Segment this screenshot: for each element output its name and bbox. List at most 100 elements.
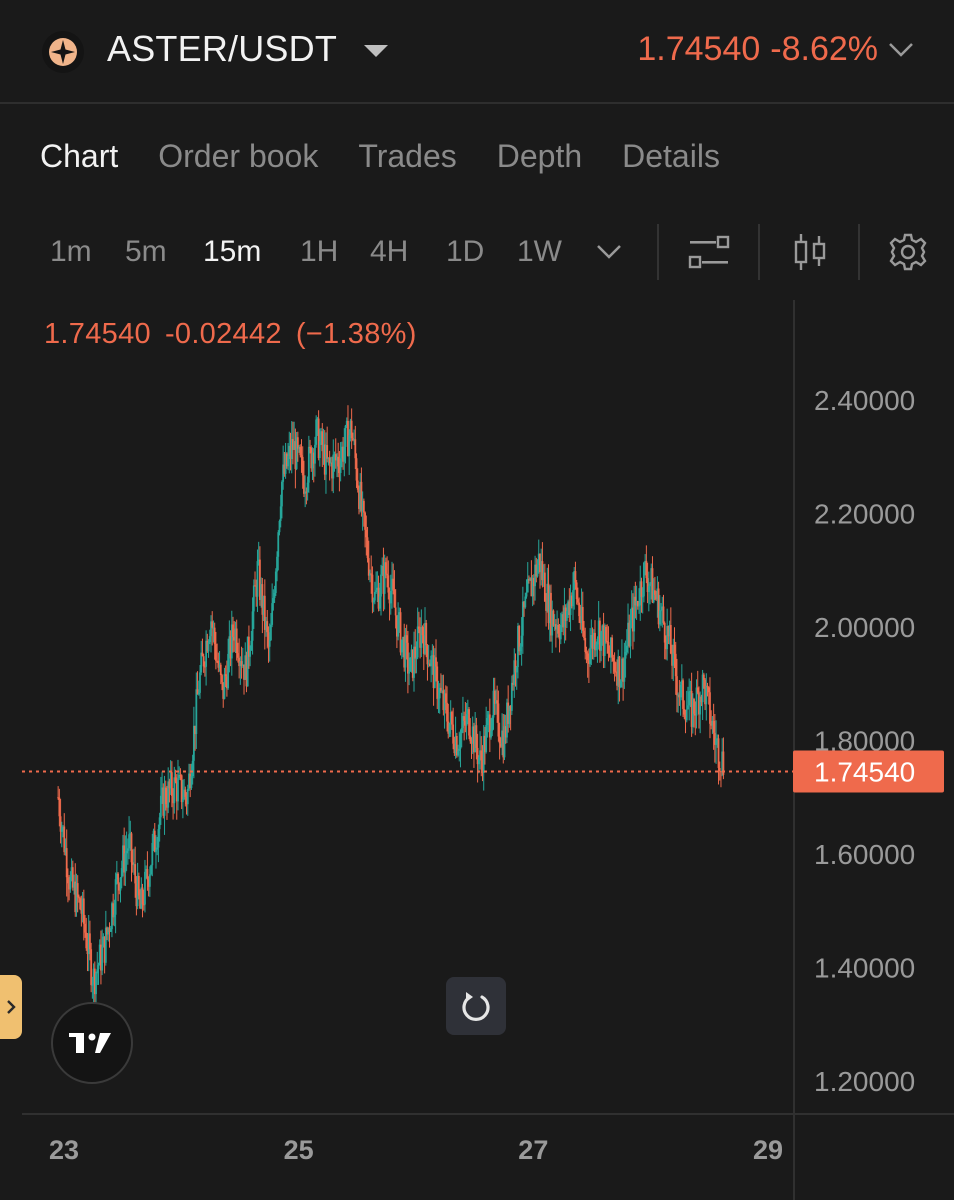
candle-body — [60, 827, 63, 832]
candle-body — [476, 747, 479, 765]
candle-body — [365, 529, 368, 538]
candle-body — [487, 714, 490, 719]
chevron-down-icon[interactable] — [888, 42, 914, 58]
candle-body — [145, 869, 148, 872]
candle-body — [474, 725, 477, 753]
candle-body — [169, 772, 172, 789]
candle-body — [133, 864, 135, 866]
candle-body — [715, 738, 717, 745]
pair-selector[interactable]: ASTER/USDT — [107, 28, 338, 69]
main-tabs: Chart Order book Trades Depth Details — [40, 138, 720, 182]
reset-chart-button[interactable] — [446, 977, 506, 1035]
candle-body — [225, 676, 228, 689]
candle-body — [71, 867, 74, 888]
candle-body — [587, 660, 590, 664]
candle-body — [164, 787, 167, 805]
candle-body — [406, 642, 409, 674]
tab-trades[interactable]: Trades — [358, 138, 457, 174]
candle-body — [576, 599, 579, 603]
candle-body — [70, 867, 73, 877]
indicators-icon[interactable] — [688, 234, 730, 270]
candle-body — [408, 671, 411, 674]
candle-body — [397, 614, 400, 637]
candle-body — [624, 652, 627, 659]
candle-body — [448, 722, 451, 734]
candle-body — [656, 588, 659, 600]
candle-body — [393, 589, 396, 608]
timeframe-4h[interactable]: 4H — [370, 235, 409, 268]
candle-body — [413, 646, 415, 678]
candle-body — [513, 660, 516, 685]
candlestick-chart[interactable]: 2.400002.200002.000001.800001.600001.400… — [0, 300, 954, 1200]
candle-body — [627, 622, 629, 646]
candle-body — [87, 933, 90, 955]
candle-body — [621, 658, 623, 682]
candle-body — [402, 637, 404, 640]
candle-body — [148, 874, 151, 887]
candle-body — [347, 420, 349, 457]
candle-body — [274, 571, 277, 593]
candle-body — [388, 592, 391, 604]
candle-body — [367, 558, 370, 576]
candle-body — [552, 610, 555, 626]
candle-body — [684, 714, 687, 721]
candle-body — [652, 590, 655, 603]
candle-body — [446, 702, 448, 722]
candle-body — [140, 887, 143, 909]
candle-body — [400, 639, 403, 653]
candle-body — [189, 773, 192, 788]
candle-body — [433, 657, 436, 689]
candle-body — [364, 512, 366, 530]
candle-body — [285, 453, 288, 467]
candle-body — [266, 621, 269, 633]
candle-body — [585, 652, 588, 654]
candle-body — [186, 789, 189, 805]
candle-body — [680, 680, 683, 685]
candle-body — [597, 620, 600, 639]
chevron-down-icon[interactable] — [596, 244, 622, 260]
candle-body — [142, 904, 145, 906]
timeframe-1m[interactable]: 1m — [50, 235, 92, 268]
candle-body — [514, 660, 517, 673]
candle-body — [403, 637, 406, 668]
candle-type-icon[interactable] — [792, 232, 828, 272]
candle-body — [567, 601, 569, 612]
timeframe-15m[interactable]: 15m — [203, 235, 262, 268]
candle-body — [255, 586, 258, 597]
candle-body — [249, 650, 252, 657]
timeframe-5m[interactable]: 5m — [125, 235, 167, 268]
candle-body — [222, 682, 225, 699]
candle-body — [702, 674, 705, 680]
candle-body — [534, 564, 536, 587]
timeframe-1w[interactable]: 1W — [517, 235, 562, 268]
candle-body — [82, 898, 85, 924]
candle-body — [366, 537, 369, 559]
candle-body — [68, 883, 71, 890]
timeframe-1h[interactable]: 1H — [300, 235, 339, 268]
candle-body — [102, 936, 105, 947]
caret-down-icon[interactable] — [363, 44, 389, 58]
candle-body — [228, 636, 231, 654]
candle-body — [645, 560, 648, 579]
candle-body — [128, 834, 130, 849]
candle-body — [689, 690, 692, 692]
candle-body — [633, 596, 636, 632]
tab-depth[interactable]: Depth — [496, 138, 583, 174]
legend-price: 1.74540 — [44, 318, 151, 350]
candle-body — [722, 751, 725, 775]
tab-details[interactable]: Details — [622, 138, 720, 174]
candle-body — [166, 804, 168, 808]
pair-header: ASTER/USDT 1.74540 -8.62% — [0, 0, 954, 104]
candle-body — [495, 700, 497, 704]
candle-body — [238, 657, 241, 667]
timeframe-1d[interactable]: 1D — [446, 235, 485, 268]
side-panel-handle[interactable] — [0, 975, 22, 1039]
price-tick-label: 2.00000 — [814, 612, 915, 643]
tab-order-book[interactable]: Order book — [158, 138, 319, 174]
candle-body — [354, 439, 357, 459]
candle-body — [118, 883, 121, 891]
candle-body — [638, 605, 640, 607]
tab-chart[interactable]: Chart — [40, 138, 119, 174]
settings-icon[interactable] — [888, 232, 928, 272]
candle-body — [69, 876, 72, 890]
